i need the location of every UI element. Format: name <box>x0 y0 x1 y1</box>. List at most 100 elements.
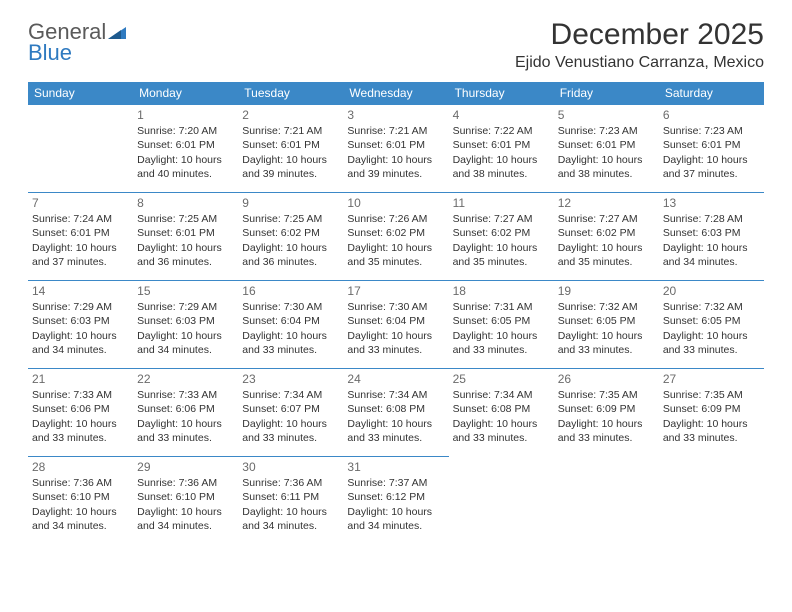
calendar-cell: 31Sunrise: 7:37 AMSunset: 6:12 PMDayligh… <box>343 457 448 545</box>
calendar-row: 21Sunrise: 7:33 AMSunset: 6:06 PMDayligh… <box>28 369 764 457</box>
month-title: December 2025 <box>515 18 764 52</box>
calendar-cell: 8Sunrise: 7:25 AMSunset: 6:01 PMDaylight… <box>133 193 238 281</box>
calendar-row: 28Sunrise: 7:36 AMSunset: 6:10 PMDayligh… <box>28 457 764 545</box>
day-details: Sunrise: 7:32 AMSunset: 6:05 PMDaylight:… <box>558 300 655 357</box>
weekday-header: Sunday <box>28 82 133 105</box>
day-number: 5 <box>558 107 655 123</box>
day-details: Sunrise: 7:36 AMSunset: 6:10 PMDaylight:… <box>137 476 234 533</box>
calendar-cell: 17Sunrise: 7:30 AMSunset: 6:04 PMDayligh… <box>343 281 448 369</box>
day-details: Sunrise: 7:32 AMSunset: 6:05 PMDaylight:… <box>663 300 760 357</box>
logo-word2: Blue <box>28 40 72 65</box>
calendar-cell: 22Sunrise: 7:33 AMSunset: 6:06 PMDayligh… <box>133 369 238 457</box>
calendar-cell: 18Sunrise: 7:31 AMSunset: 6:05 PMDayligh… <box>449 281 554 369</box>
calendar-cell: 6Sunrise: 7:23 AMSunset: 6:01 PMDaylight… <box>659 105 764 193</box>
calendar-cell: 25Sunrise: 7:34 AMSunset: 6:08 PMDayligh… <box>449 369 554 457</box>
calendar-cell: 28Sunrise: 7:36 AMSunset: 6:10 PMDayligh… <box>28 457 133 545</box>
day-number: 2 <box>242 107 339 123</box>
weekday-header: Friday <box>554 82 659 105</box>
day-details: Sunrise: 7:20 AMSunset: 6:01 PMDaylight:… <box>137 124 234 181</box>
day-details: Sunrise: 7:29 AMSunset: 6:03 PMDaylight:… <box>32 300 129 357</box>
day-details: Sunrise: 7:26 AMSunset: 6:02 PMDaylight:… <box>347 212 444 269</box>
logo: General Blue <box>28 22 126 64</box>
day-number: 22 <box>137 371 234 387</box>
day-details: Sunrise: 7:36 AMSunset: 6:10 PMDaylight:… <box>32 476 129 533</box>
day-details: Sunrise: 7:29 AMSunset: 6:03 PMDaylight:… <box>137 300 234 357</box>
day-details: Sunrise: 7:30 AMSunset: 6:04 PMDaylight:… <box>242 300 339 357</box>
day-number: 13 <box>663 195 760 211</box>
calendar-row: 14Sunrise: 7:29 AMSunset: 6:03 PMDayligh… <box>28 281 764 369</box>
weekday-header: Monday <box>133 82 238 105</box>
day-number: 12 <box>558 195 655 211</box>
weekday-header-row: SundayMondayTuesdayWednesdayThursdayFrid… <box>28 82 764 105</box>
day-number: 24 <box>347 371 444 387</box>
day-details: Sunrise: 7:30 AMSunset: 6:04 PMDaylight:… <box>347 300 444 357</box>
calendar-table: SundayMondayTuesdayWednesdayThursdayFrid… <box>28 82 764 545</box>
calendar-cell: 2Sunrise: 7:21 AMSunset: 6:01 PMDaylight… <box>238 105 343 193</box>
day-number: 23 <box>242 371 339 387</box>
calendar-row: 1Sunrise: 7:20 AMSunset: 6:01 PMDaylight… <box>28 105 764 193</box>
day-number: 26 <box>558 371 655 387</box>
calendar-cell: 4Sunrise: 7:22 AMSunset: 6:01 PMDaylight… <box>449 105 554 193</box>
day-number: 1 <box>137 107 234 123</box>
day-details: Sunrise: 7:33 AMSunset: 6:06 PMDaylight:… <box>137 388 234 445</box>
day-details: Sunrise: 7:34 AMSunset: 6:07 PMDaylight:… <box>242 388 339 445</box>
day-details: Sunrise: 7:35 AMSunset: 6:09 PMDaylight:… <box>663 388 760 445</box>
calendar-cell: 16Sunrise: 7:30 AMSunset: 6:04 PMDayligh… <box>238 281 343 369</box>
calendar-cell: 23Sunrise: 7:34 AMSunset: 6:07 PMDayligh… <box>238 369 343 457</box>
calendar-cell: 20Sunrise: 7:32 AMSunset: 6:05 PMDayligh… <box>659 281 764 369</box>
day-details: Sunrise: 7:33 AMSunset: 6:06 PMDaylight:… <box>32 388 129 445</box>
calendar-cell: 5Sunrise: 7:23 AMSunset: 6:01 PMDaylight… <box>554 105 659 193</box>
day-details: Sunrise: 7:37 AMSunset: 6:12 PMDaylight:… <box>347 476 444 533</box>
calendar-row: 7Sunrise: 7:24 AMSunset: 6:01 PMDaylight… <box>28 193 764 281</box>
day-details: Sunrise: 7:36 AMSunset: 6:11 PMDaylight:… <box>242 476 339 533</box>
day-number: 29 <box>137 459 234 475</box>
day-number: 17 <box>347 283 444 299</box>
day-number: 18 <box>453 283 550 299</box>
day-number: 11 <box>453 195 550 211</box>
day-number: 20 <box>663 283 760 299</box>
day-details: Sunrise: 7:27 AMSunset: 6:02 PMDaylight:… <box>453 212 550 269</box>
calendar-cell <box>659 457 764 545</box>
day-details: Sunrise: 7:34 AMSunset: 6:08 PMDaylight:… <box>347 388 444 445</box>
calendar-cell: 14Sunrise: 7:29 AMSunset: 6:03 PMDayligh… <box>28 281 133 369</box>
calendar-body: 1Sunrise: 7:20 AMSunset: 6:01 PMDaylight… <box>28 105 764 545</box>
calendar-cell: 7Sunrise: 7:24 AMSunset: 6:01 PMDaylight… <box>28 193 133 281</box>
weekday-header: Wednesday <box>343 82 448 105</box>
day-details: Sunrise: 7:25 AMSunset: 6:01 PMDaylight:… <box>137 212 234 269</box>
calendar-cell: 30Sunrise: 7:36 AMSunset: 6:11 PMDayligh… <box>238 457 343 545</box>
day-number: 6 <box>663 107 760 123</box>
day-number: 25 <box>453 371 550 387</box>
calendar-cell: 10Sunrise: 7:26 AMSunset: 6:02 PMDayligh… <box>343 193 448 281</box>
title-block: December 2025 Ejido Venustiano Carranza,… <box>515 18 764 72</box>
calendar-cell: 1Sunrise: 7:20 AMSunset: 6:01 PMDaylight… <box>133 105 238 193</box>
day-details: Sunrise: 7:28 AMSunset: 6:03 PMDaylight:… <box>663 212 760 269</box>
calendar-cell: 21Sunrise: 7:33 AMSunset: 6:06 PMDayligh… <box>28 369 133 457</box>
calendar-cell: 19Sunrise: 7:32 AMSunset: 6:05 PMDayligh… <box>554 281 659 369</box>
calendar-cell <box>28 105 133 193</box>
day-number: 15 <box>137 283 234 299</box>
calendar-cell: 13Sunrise: 7:28 AMSunset: 6:03 PMDayligh… <box>659 193 764 281</box>
day-number: 16 <box>242 283 339 299</box>
day-details: Sunrise: 7:21 AMSunset: 6:01 PMDaylight:… <box>242 124 339 181</box>
day-number: 7 <box>32 195 129 211</box>
day-details: Sunrise: 7:25 AMSunset: 6:02 PMDaylight:… <box>242 212 339 269</box>
calendar-cell: 12Sunrise: 7:27 AMSunset: 6:02 PMDayligh… <box>554 193 659 281</box>
location: Ejido Venustiano Carranza, Mexico <box>515 54 764 72</box>
day-details: Sunrise: 7:23 AMSunset: 6:01 PMDaylight:… <box>558 124 655 181</box>
calendar-cell: 15Sunrise: 7:29 AMSunset: 6:03 PMDayligh… <box>133 281 238 369</box>
calendar-cell: 11Sunrise: 7:27 AMSunset: 6:02 PMDayligh… <box>449 193 554 281</box>
day-number: 3 <box>347 107 444 123</box>
calendar-cell: 3Sunrise: 7:21 AMSunset: 6:01 PMDaylight… <box>343 105 448 193</box>
day-details: Sunrise: 7:21 AMSunset: 6:01 PMDaylight:… <box>347 124 444 181</box>
weekday-header: Thursday <box>449 82 554 105</box>
day-number: 28 <box>32 459 129 475</box>
day-details: Sunrise: 7:35 AMSunset: 6:09 PMDaylight:… <box>558 388 655 445</box>
calendar-cell: 27Sunrise: 7:35 AMSunset: 6:09 PMDayligh… <box>659 369 764 457</box>
header: General Blue December 2025 Ejido Venusti… <box>28 18 764 72</box>
logo-text: General Blue <box>28 22 126 64</box>
day-number: 27 <box>663 371 760 387</box>
calendar-cell: 29Sunrise: 7:36 AMSunset: 6:10 PMDayligh… <box>133 457 238 545</box>
day-details: Sunrise: 7:34 AMSunset: 6:08 PMDaylight:… <box>453 388 550 445</box>
day-number: 8 <box>137 195 234 211</box>
logo-triangle-icon <box>108 22 126 43</box>
